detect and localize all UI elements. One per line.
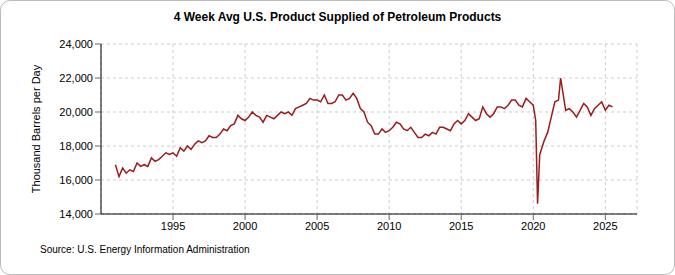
svg-text:2000: 2000 <box>233 220 257 232</box>
svg-text:14,000: 14,000 <box>59 208 93 220</box>
html-text:4 Week Avg U.S. Product Suppli: 4 Week Avg U.S. Product Supplied of Petr… <box>173 10 502 24</box>
svg-text:2015: 2015 <box>449 220 473 232</box>
svg-text:2010: 2010 <box>377 220 401 232</box>
svg-text:2020: 2020 <box>521 220 545 232</box>
svg-text:20,000: 20,000 <box>59 106 93 118</box>
svg-text:1995: 1995 <box>161 220 185 232</box>
svg-text:2005: 2005 <box>305 220 329 232</box>
svg-text:16,000: 16,000 <box>59 174 93 186</box>
svg-text:Thousand Barrels per Day: Thousand Barrels per Day <box>30 64 42 193</box>
svg-text:18,000: 18,000 <box>59 140 93 152</box>
html-text:Source: U.S. Energy Informatio: Source: U.S. Energy Information Administ… <box>40 244 250 255</box>
svg-text:24,000: 24,000 <box>59 38 93 50</box>
svg-text:2025: 2025 <box>593 220 617 232</box>
svg-text:22,000: 22,000 <box>59 72 93 84</box>
